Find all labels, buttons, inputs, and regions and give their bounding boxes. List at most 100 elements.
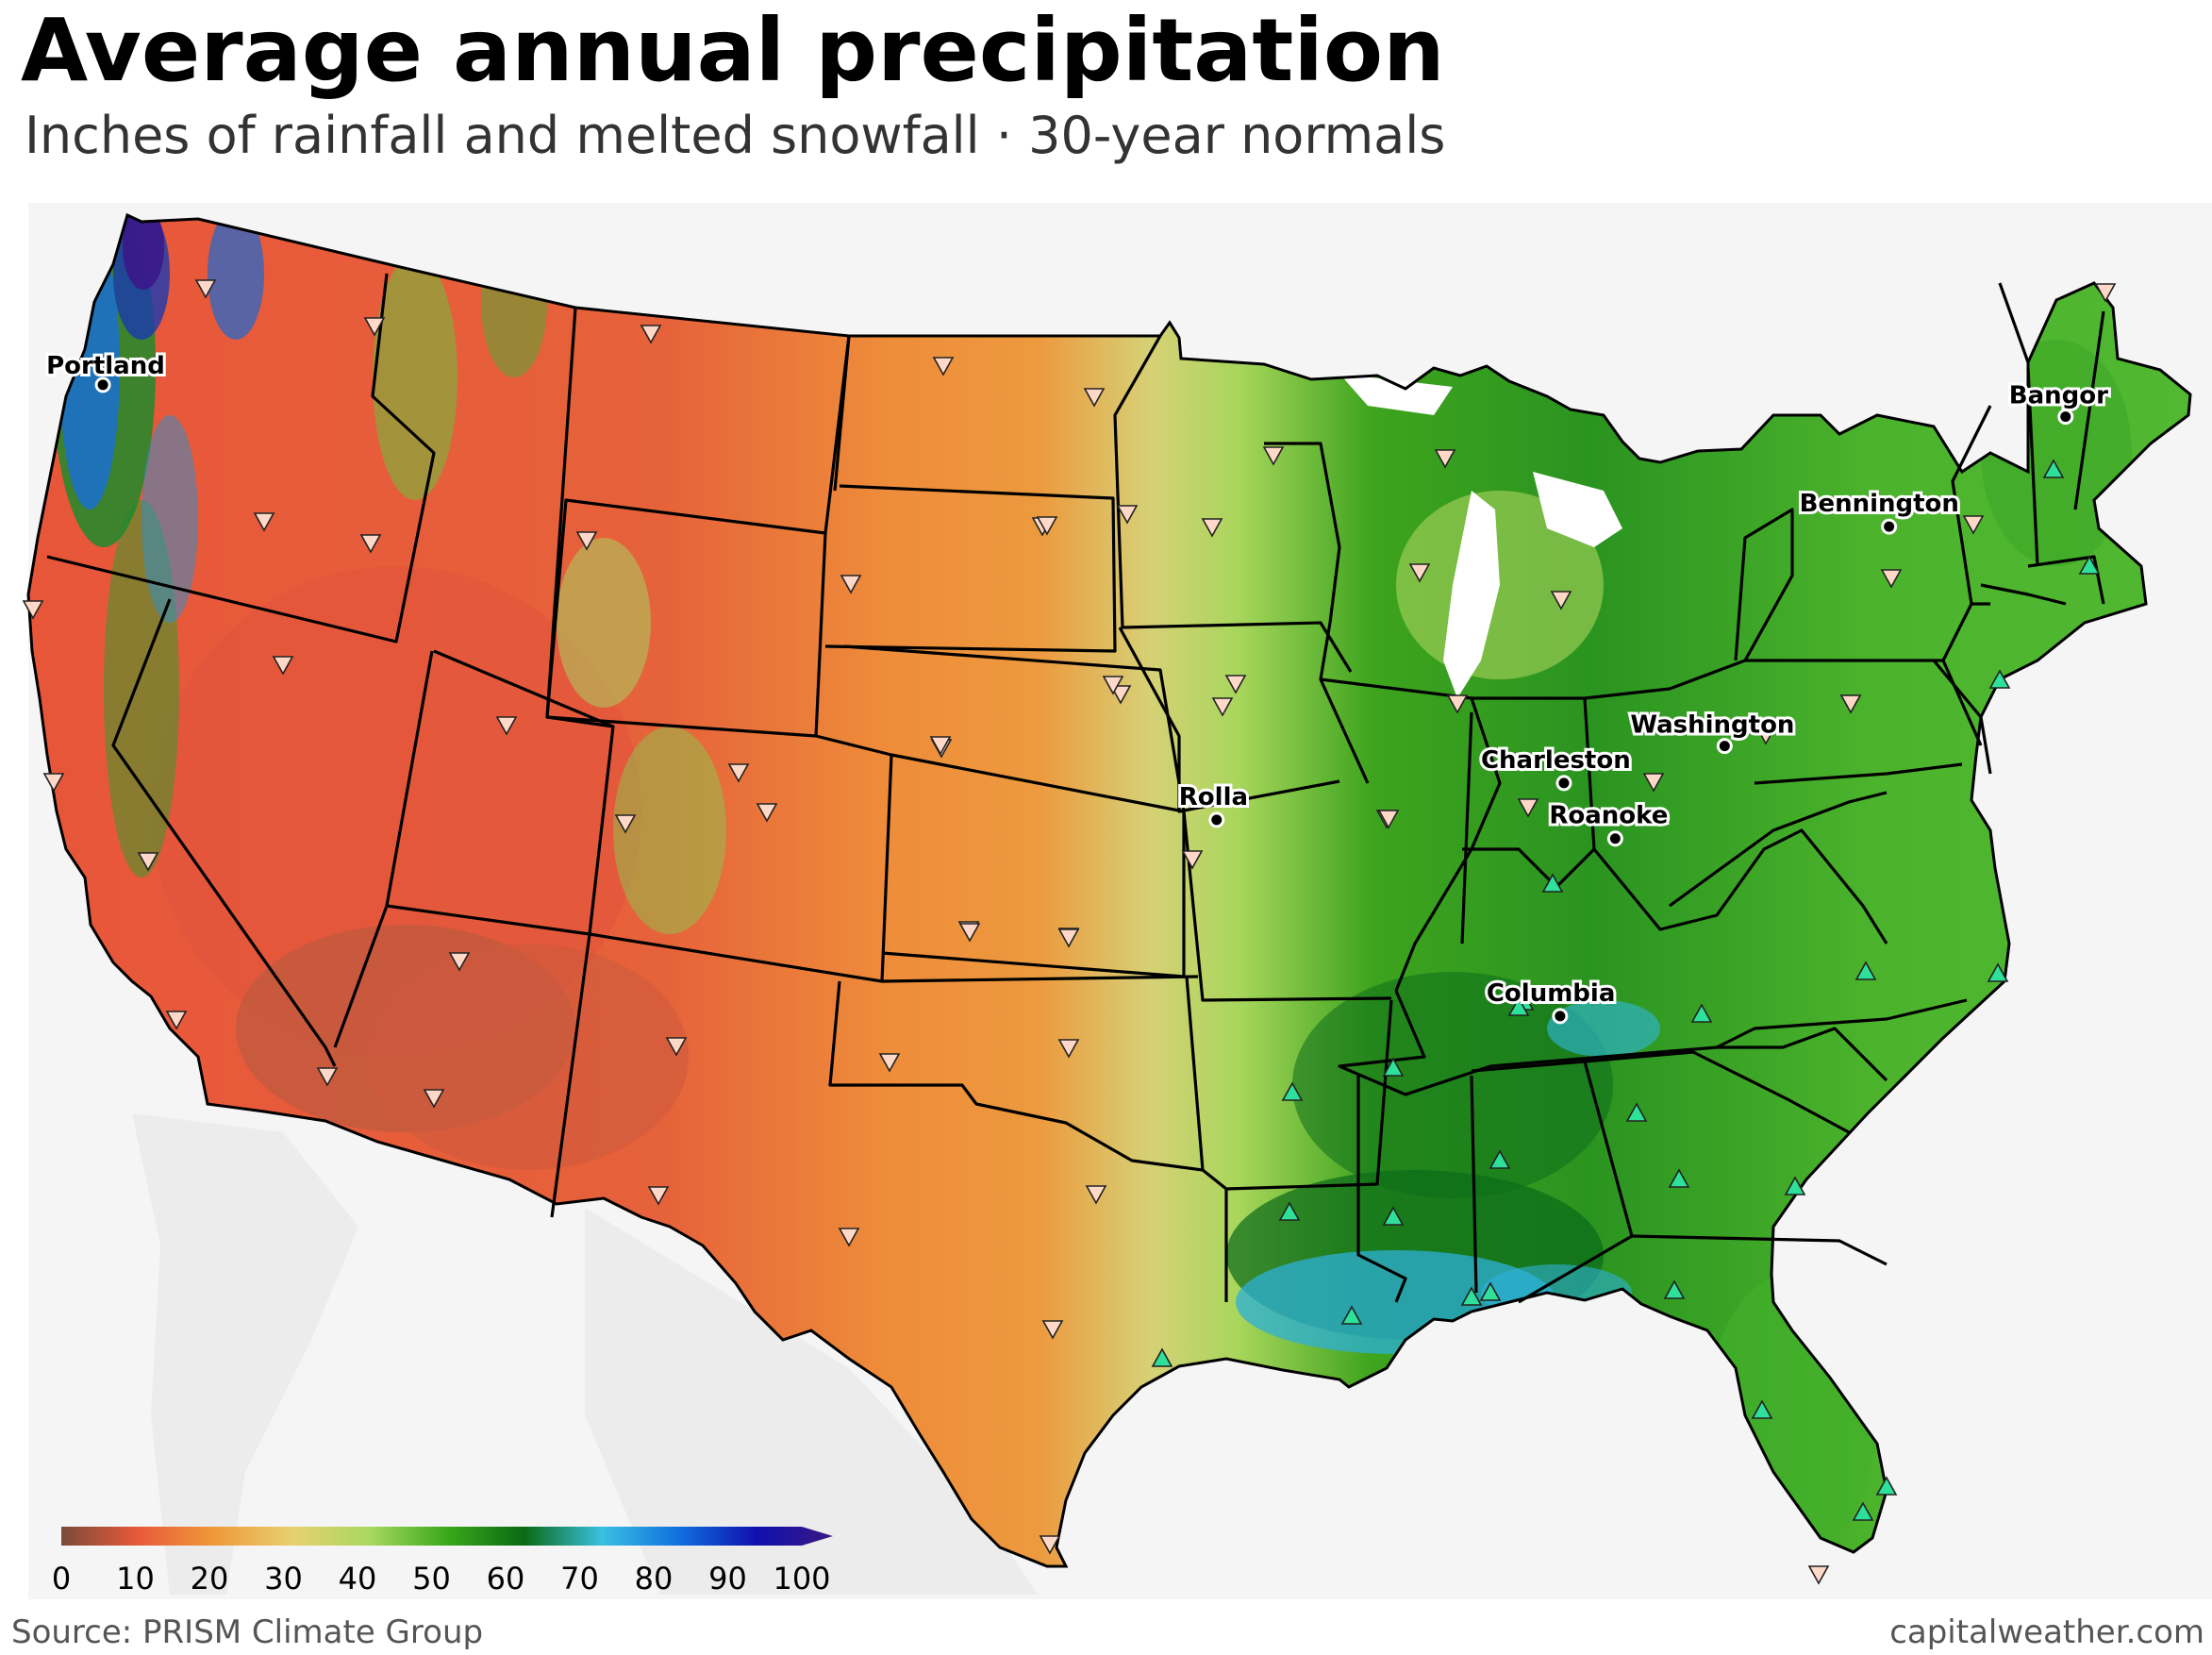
station-marker-below <box>1517 798 1539 818</box>
station-marker-below <box>1755 726 1777 745</box>
station-marker-below <box>316 1067 339 1087</box>
map-subtitle: Inches of rainfall and melted snowfall ·… <box>25 106 1446 165</box>
station-markers <box>22 279 2117 1585</box>
station-marker-below <box>575 531 598 551</box>
station-marker-below <box>1116 505 1139 525</box>
city-dot <box>1716 738 1733 755</box>
station-marker-below <box>1550 591 1572 610</box>
colorbar-tick-label: 0 <box>52 1561 71 1596</box>
colorbar-tick-label: 60 <box>487 1561 525 1596</box>
state-borders <box>46 273 2105 1304</box>
station-marker-above <box>1988 669 2011 689</box>
city-marker: Rolla <box>1176 780 1251 828</box>
station-marker-below <box>932 357 955 376</box>
city-marker: Roanoke <box>1546 799 1671 847</box>
station-marker-below <box>1036 516 1058 536</box>
station-marker-above <box>1479 1281 1502 1301</box>
colorbar-tick-label: 50 <box>412 1561 451 1596</box>
station-marker-above <box>1340 1305 1363 1325</box>
colorbar-tick-label: 90 <box>708 1561 747 1596</box>
station-marker-below <box>929 736 952 756</box>
city-dot <box>2057 409 2074 426</box>
city-label: Bangor <box>2009 382 2108 410</box>
station-marker-below <box>840 575 862 594</box>
city-dot <box>94 376 111 393</box>
city-marker: Columbia <box>1484 977 1618 1025</box>
city-label: Washington <box>1630 711 1794 740</box>
colorbar-ticks: 0 10 20 30 40 50 60 70 80 90 100 <box>52 1561 831 1596</box>
station-marker-below <box>1262 446 1285 466</box>
mexico-land <box>132 1113 358 1595</box>
station-marker-above <box>2042 459 2065 478</box>
colorbar-tick-label: 30 <box>264 1561 303 1596</box>
lake-huron <box>1533 472 1622 547</box>
station-marker-above <box>1784 1176 1806 1195</box>
station-marker-above <box>2078 555 2101 575</box>
city-label: Charleston <box>1481 746 1631 775</box>
station-marker-below <box>137 852 159 872</box>
city-labels: Portland Bangor Bennington Washington Charle… <box>43 349 2111 1025</box>
station-marker-below <box>165 1011 188 1030</box>
city-marker: Bangor <box>2006 379 2111 426</box>
station-marker-below <box>448 952 471 972</box>
colorbar-tick-label: 10 <box>116 1561 155 1596</box>
city-label: Roanoke <box>1549 802 1668 830</box>
colorbar-tick-label: 80 <box>635 1561 674 1596</box>
station-marker-above <box>1460 1286 1483 1306</box>
station-marker-below <box>359 534 382 554</box>
colorbar-tick-label: 70 <box>560 1561 599 1596</box>
station-marker-below <box>1211 697 1234 717</box>
station-marker-below <box>665 1037 688 1057</box>
station-marker-above <box>1987 962 2009 982</box>
city-marker: Bennington <box>1797 487 1962 535</box>
station-marker-below <box>1224 675 1247 694</box>
station-marker-above <box>1663 1279 1686 1299</box>
colorbar-bar <box>61 1527 833 1546</box>
station-marker-below <box>727 763 750 783</box>
station-marker-below <box>1839 694 1862 714</box>
station-marker-above <box>1489 1149 1511 1169</box>
lake-michigan <box>1443 491 1500 698</box>
station-marker-above <box>1690 1003 1713 1023</box>
city-marker: Washington <box>1627 709 1797 755</box>
station-marker-below <box>2094 283 2117 303</box>
station-marker-below <box>253 512 275 532</box>
station-marker-below <box>1446 694 1469 714</box>
station-marker-below <box>1057 1039 1080 1059</box>
station-marker-above <box>1854 961 1877 980</box>
station-marker-below <box>640 325 662 344</box>
station-marker-below <box>756 803 778 823</box>
station-marker-above <box>1625 1102 1648 1122</box>
station-marker-below <box>647 1186 670 1206</box>
station-marker-below <box>495 716 518 736</box>
station-marker-below <box>1057 928 1080 948</box>
city-dot <box>1208 811 1225 828</box>
colorbar-tick-label: 100 <box>773 1561 830 1596</box>
city-dot <box>1552 1008 1569 1025</box>
city-label: Portland <box>46 352 165 380</box>
station-marker-below <box>838 1228 860 1247</box>
station-marker-above <box>1382 1206 1405 1226</box>
station-marker-below <box>272 656 294 676</box>
station-marker-below <box>42 773 65 793</box>
station-marker-below <box>1201 518 1223 538</box>
station-marker-below <box>1109 685 1132 705</box>
city-label: Rolla <box>1179 783 1248 811</box>
source-caption: Source: PRISM Climate Group <box>11 1613 484 1651</box>
station-marker-below <box>1041 1320 1064 1340</box>
station-marker-below <box>423 1089 445 1109</box>
station-marker-below <box>1083 388 1106 408</box>
colorbar: 0 10 20 30 40 50 60 70 80 90 100 <box>52 1527 833 1596</box>
site-credit: capitalweather.com <box>1889 1613 2204 1651</box>
station-marker-above <box>1278 1201 1301 1221</box>
station-marker-below <box>958 923 981 943</box>
station-marker-below <box>1102 676 1124 695</box>
station-marker-below <box>1408 563 1431 583</box>
station-marker-above <box>1507 996 1530 1016</box>
station-marker-below <box>1962 515 1985 535</box>
city-label: Columbia <box>1487 979 1616 1008</box>
station-marker-above <box>1852 1501 1874 1521</box>
station-marker-above <box>1382 1057 1405 1077</box>
colorbar-tick-label: 40 <box>339 1561 377 1596</box>
